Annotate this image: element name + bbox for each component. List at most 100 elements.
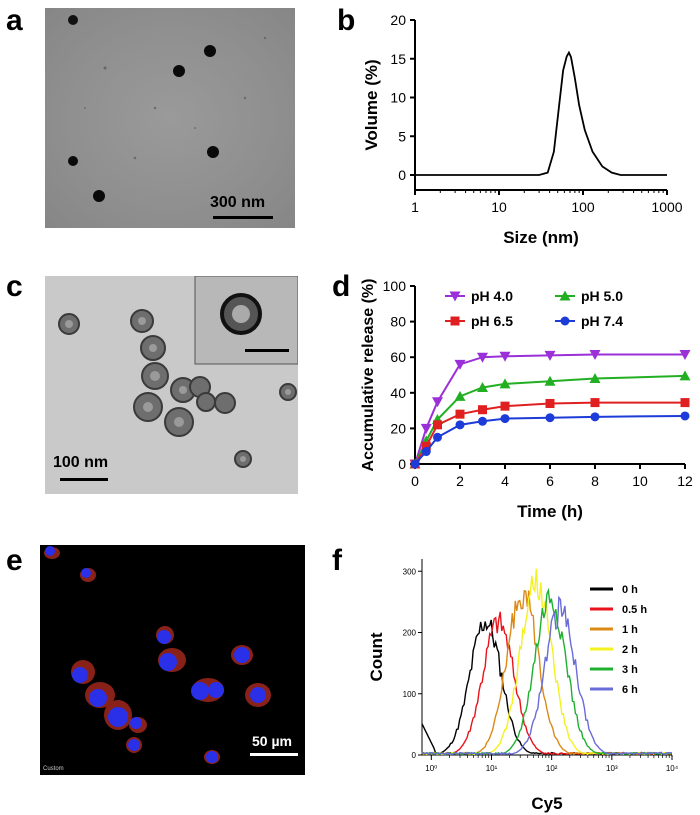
cell-nucleus (191, 682, 209, 700)
data-point (500, 401, 510, 411)
data-point (477, 381, 488, 392)
x-tick-label: 1000 (651, 199, 682, 215)
data-point (500, 414, 510, 424)
data-point (432, 397, 443, 408)
cell-nucleus (208, 682, 224, 698)
x-tick-label: 2 (456, 473, 464, 489)
legend-label: pH 5.0 (581, 288, 623, 304)
data-point (590, 412, 600, 422)
y-tick-label: 100 (383, 278, 407, 294)
cell-nucleus (81, 568, 91, 578)
cell-nucleus (206, 751, 218, 763)
scale-bar-e (250, 753, 298, 756)
legend-label: 3 h (622, 664, 638, 676)
y-tick-label: 15 (390, 51, 406, 67)
sem-image: 300 nm (45, 8, 295, 228)
cell-nucleus (157, 630, 171, 644)
tem-image: 100 nm (45, 276, 298, 494)
y-axis-label: Count (367, 632, 386, 681)
nanoparticle (173, 65, 185, 77)
data-point (589, 350, 601, 361)
data-point (421, 441, 431, 451)
legend-item: pH 4.0 (445, 288, 513, 304)
nanoparticle (93, 190, 105, 202)
cell-nucleus (72, 667, 88, 683)
scale-label-c: 100 nm (53, 454, 109, 471)
x-tick-label: 10² (546, 764, 558, 773)
data-point (420, 423, 432, 434)
series-line (414, 414, 686, 465)
inset-scale-bar (245, 349, 289, 352)
data-point (454, 390, 466, 401)
tem-particles (58, 276, 298, 481)
legend-label: 6 h (622, 684, 638, 696)
data-point (499, 351, 511, 362)
x-axis-label: Cy5 (531, 794, 562, 813)
data-point (679, 350, 691, 361)
legend-label: 0.5 h (622, 604, 647, 616)
x-tick-label: 10³ (606, 764, 618, 773)
cell-nucleus (130, 717, 142, 729)
nanoparticle (68, 156, 78, 166)
data-point (544, 350, 556, 361)
sem-particles (68, 15, 273, 219)
y-tick-label: 20 (390, 420, 406, 436)
legend-label: 0 h (622, 584, 638, 596)
x-axis-label: Size (nm) (503, 228, 579, 247)
legend-item: 0 h (590, 584, 638, 596)
series-pH-4-0 (409, 350, 691, 470)
data-point (545, 398, 555, 408)
scale-bar-a (213, 216, 273, 219)
data-point (433, 420, 442, 430)
y-tick-label: 0 (398, 456, 406, 472)
data-point (478, 405, 487, 415)
cell-layer (44, 546, 298, 764)
data-point (454, 359, 466, 370)
legend-label: pH 6.5 (471, 313, 513, 329)
data-point (680, 411, 690, 421)
x-axis-label: Time (h) (517, 502, 583, 521)
data-point (477, 352, 488, 363)
data-point (590, 398, 600, 408)
x-tick-label: 100 (571, 199, 595, 215)
x-tick-label: 10⁰ (425, 764, 437, 773)
y-tick-label: 300 (403, 567, 417, 576)
y-tick-label: 200 (403, 629, 417, 638)
y-axis-label: Volume (%) (362, 59, 381, 150)
scale-bar-c (60, 478, 108, 481)
x-tick-label: 10¹ (486, 764, 498, 773)
legend-item: 0.5 h (590, 604, 647, 616)
data-point (421, 447, 431, 457)
cell-nucleus (108, 707, 128, 727)
y-tick-label: 100 (403, 690, 417, 699)
data-point (433, 432, 442, 442)
cell-nucleus (89, 689, 107, 707)
data-point (559, 290, 571, 301)
data-point (544, 375, 556, 386)
legend-label: pH 4.0 (471, 288, 513, 304)
legend-item: pH 6.5 (445, 313, 513, 329)
y-tick-label: 0 (398, 167, 406, 183)
x-tick-label: 10 (491, 199, 507, 215)
legend-item: pH 5.0 (555, 288, 623, 304)
corner-label-e: Custom (43, 766, 64, 772)
x-tick-label: 8 (591, 473, 599, 489)
chart-f: 0 100 200 300 10⁰ 10¹ 10² 10³ 10⁴ 0 h 0.5 h 1 h 2 h 3… (367, 559, 679, 813)
series-pH-6-5 (410, 398, 690, 469)
panel-label-c: c (6, 270, 23, 303)
panel-label-f: f (332, 544, 342, 577)
nanoparticle (68, 15, 78, 25)
legend-label: 2 h (622, 644, 638, 656)
panel-label-b: b (337, 4, 356, 37)
cell-nucleus (159, 653, 177, 671)
x-tick-label: 1 (411, 199, 419, 215)
cell-nucleus (128, 739, 140, 751)
legend-item: pH 7.4 (555, 313, 623, 329)
data-point (545, 413, 555, 423)
x-tick-label: 4 (501, 473, 509, 489)
data-point (478, 416, 487, 426)
size-distribution-line (415, 50, 667, 176)
y-tick-label: 20 (390, 12, 406, 28)
nanoparticle (207, 146, 219, 158)
scale-label-a: 300 nm (210, 194, 266, 211)
